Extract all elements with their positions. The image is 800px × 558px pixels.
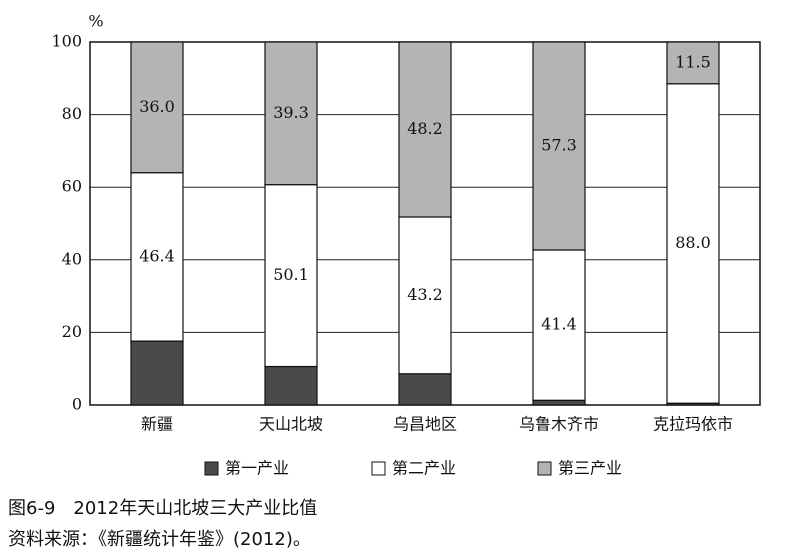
chart-title: 图6-9 2012年天山北坡三大产业比值 bbox=[8, 498, 317, 519]
bar-segment bbox=[264, 184, 318, 368]
bar-segment bbox=[666, 41, 720, 85]
legend-swatch bbox=[371, 461, 386, 476]
bar-segment bbox=[130, 340, 184, 406]
x-tick-label: 乌昌地区 bbox=[393, 415, 457, 434]
data-label: 39.3 bbox=[273, 103, 309, 122]
y-tick-label: 100 bbox=[51, 32, 82, 51]
y-tick-label: 40 bbox=[62, 249, 82, 268]
bar-segment bbox=[264, 41, 318, 186]
legend-label: 第二产业 bbox=[392, 459, 456, 478]
x-tick-label: 天山北坡 bbox=[259, 415, 323, 434]
bar-segment bbox=[130, 41, 184, 174]
bar-segment bbox=[532, 41, 586, 251]
bar-segment bbox=[264, 365, 318, 406]
data-label: 57.3 bbox=[541, 135, 577, 154]
legend-label: 第一产业 bbox=[225, 459, 289, 478]
y-tick-label: 60 bbox=[62, 177, 82, 196]
legend-label: 第三产业 bbox=[558, 459, 622, 478]
y-tick-label: 0 bbox=[72, 395, 82, 414]
source-note: 资料来源：《新疆统计年鉴》(2012)。 bbox=[8, 529, 311, 550]
y-tick-label: 20 bbox=[62, 322, 82, 341]
data-label: 46.4 bbox=[139, 246, 175, 265]
data-label: 41.4 bbox=[541, 315, 577, 334]
data-label: 43.2 bbox=[407, 285, 443, 304]
y-tick-label: 80 bbox=[62, 104, 82, 123]
x-tick-label: 乌鲁木齐市 bbox=[519, 415, 599, 434]
data-label: 11.5 bbox=[675, 52, 711, 71]
bar-segment bbox=[398, 216, 452, 375]
data-label: 48.2 bbox=[407, 119, 443, 138]
bar-segment bbox=[398, 41, 452, 218]
bar-segment bbox=[532, 249, 586, 401]
bar-segment bbox=[398, 373, 452, 406]
legend-swatch bbox=[204, 461, 219, 476]
data-label: 88.0 bbox=[675, 233, 711, 252]
x-tick-label: 克拉玛依市 bbox=[653, 415, 733, 434]
bar-segment bbox=[666, 83, 720, 404]
legend-swatch bbox=[537, 461, 552, 476]
y-axis-label: % bbox=[88, 12, 103, 31]
data-label: 50.1 bbox=[273, 265, 309, 284]
bar-segment bbox=[532, 399, 586, 406]
data-label: 36.0 bbox=[139, 97, 175, 116]
x-tick-label: 新疆 bbox=[141, 415, 173, 434]
